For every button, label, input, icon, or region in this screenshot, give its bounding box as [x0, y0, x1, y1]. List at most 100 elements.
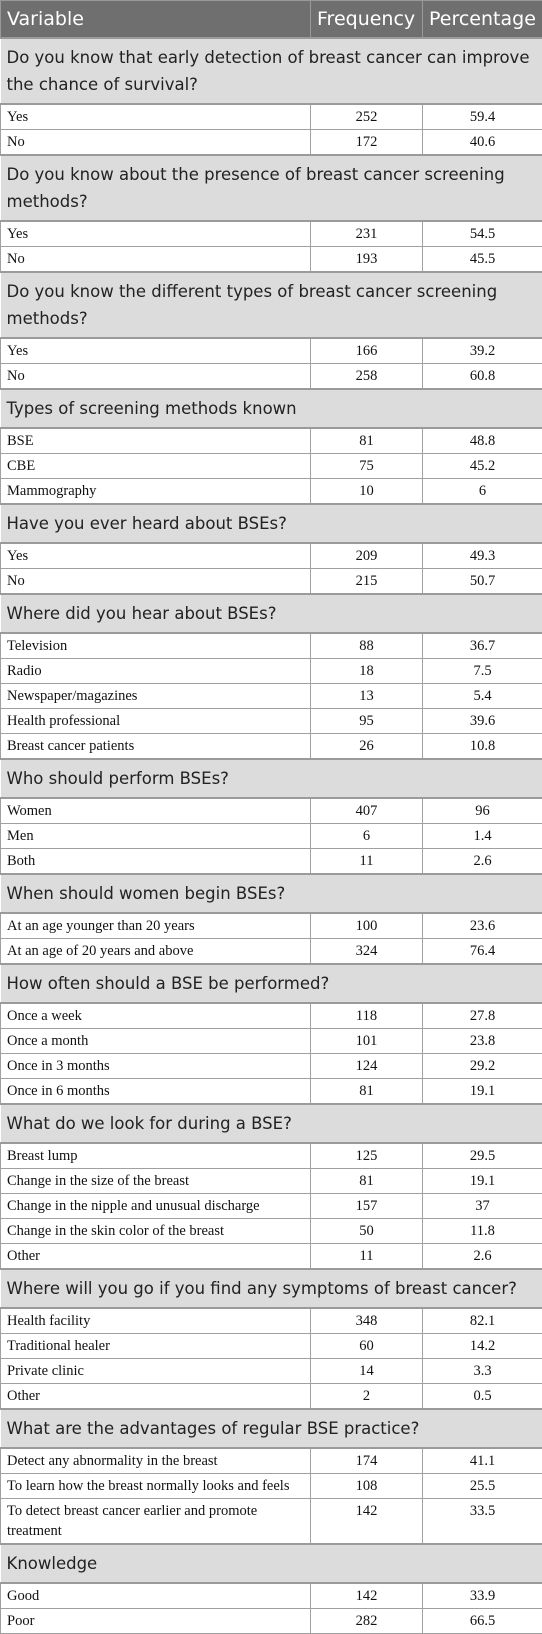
row-percentage: 19.1	[423, 1169, 542, 1194]
row-label: Detect any abnormality in the breast	[1, 1448, 311, 1474]
row-percentage: 82.1	[423, 1308, 542, 1334]
header-percentage: Percentage	[423, 1, 542, 39]
row-frequency: 125	[311, 1143, 423, 1169]
row-percentage: 96	[423, 798, 542, 824]
row-frequency: 172	[311, 130, 423, 156]
section-title: What are the advantages of regular BSE p…	[1, 1409, 542, 1448]
row-frequency: 282	[311, 1609, 423, 1634]
row-percentage: 39.2	[423, 338, 542, 364]
row-label: Newspaper/magazines	[1, 684, 311, 709]
table-row: To learn how the breast normally looks a…	[1, 1474, 542, 1499]
header-variable: Variable	[1, 1, 311, 39]
row-percentage: 36.7	[423, 633, 542, 659]
row-label: Both	[1, 849, 311, 875]
row-frequency: 75	[311, 454, 423, 479]
section-title: Where did you hear about BSEs?	[1, 594, 542, 633]
row-frequency: 2	[311, 1384, 423, 1410]
row-label: Other	[1, 1384, 311, 1410]
row-label: Once in 3 months	[1, 1054, 311, 1079]
row-frequency: 348	[311, 1308, 423, 1334]
row-percentage: 7.5	[423, 659, 542, 684]
row-percentage: 39.6	[423, 709, 542, 734]
section-header-row: Where will you go if you find any sympto…	[1, 1269, 542, 1308]
row-label: Once a week	[1, 1003, 311, 1029]
row-percentage: 27.8	[423, 1003, 542, 1029]
row-label: Traditional healer	[1, 1334, 311, 1359]
section-header-row: Do you know that early detection of brea…	[1, 38, 542, 104]
row-frequency: 81	[311, 1079, 423, 1105]
row-frequency: 95	[311, 709, 423, 734]
row-percentage: 40.6	[423, 130, 542, 156]
row-label: Women	[1, 798, 311, 824]
row-label: At an age younger than 20 years	[1, 913, 311, 939]
row-label: To detect breast cancer earlier and prom…	[1, 1499, 311, 1545]
row-percentage: 19.1	[423, 1079, 542, 1105]
row-frequency: 101	[311, 1029, 423, 1054]
section-title: How often should a BSE be performed?	[1, 964, 542, 1003]
row-percentage: 48.8	[423, 428, 542, 454]
row-frequency: 81	[311, 1169, 423, 1194]
row-percentage: 41.1	[423, 1448, 542, 1474]
header-row: Variable Frequency Percentage	[1, 1, 542, 39]
row-label: Change in the skin color of the breast	[1, 1219, 311, 1244]
section-title: Who should perform BSEs?	[1, 759, 542, 798]
row-label: Once in 6 months	[1, 1079, 311, 1105]
row-label: No	[1, 364, 311, 390]
row-frequency: 14	[311, 1359, 423, 1384]
row-percentage: 33.9	[423, 1583, 542, 1609]
row-frequency: 88	[311, 633, 423, 659]
section-header-row: Do you know about the presence of breast…	[1, 155, 542, 221]
row-frequency: 193	[311, 247, 423, 273]
section-title: What do we look for during a BSE?	[1, 1104, 542, 1143]
row-frequency: 174	[311, 1448, 423, 1474]
row-percentage: 33.5	[423, 1499, 542, 1545]
row-label: Television	[1, 633, 311, 659]
row-frequency: 26	[311, 734, 423, 760]
row-label: Change in the size of the breast	[1, 1169, 311, 1194]
row-percentage: 11.8	[423, 1219, 542, 1244]
row-label: Poor	[1, 1609, 311, 1634]
row-label: At an age of 20 years and above	[1, 939, 311, 965]
row-percentage: 59.4	[423, 104, 542, 130]
table-body: Do you know that early detection of brea…	[1, 38, 542, 1634]
section-title: Do you know the different types of breas…	[1, 272, 542, 338]
section-title: Do you know that early detection of brea…	[1, 38, 542, 104]
row-percentage: 45.2	[423, 454, 542, 479]
row-label: Yes	[1, 338, 311, 364]
row-percentage: 50.7	[423, 569, 542, 595]
row-frequency: 142	[311, 1499, 423, 1545]
row-percentage: 10.8	[423, 734, 542, 760]
row-label: Change in the nipple and unusual dischar…	[1, 1194, 311, 1219]
row-frequency: 100	[311, 913, 423, 939]
row-frequency: 81	[311, 428, 423, 454]
row-label: To learn how the breast normally looks a…	[1, 1474, 311, 1499]
section-header-row: Where did you hear about BSEs?	[1, 594, 542, 633]
section-header-row: Who should perform BSEs?	[1, 759, 542, 798]
row-percentage: 25.5	[423, 1474, 542, 1499]
row-percentage: 0.5	[423, 1384, 542, 1410]
row-percentage: 23.6	[423, 913, 542, 939]
row-frequency: 118	[311, 1003, 423, 1029]
row-label: No	[1, 569, 311, 595]
row-frequency: 13	[311, 684, 423, 709]
row-frequency: 124	[311, 1054, 423, 1079]
section-title: Have you ever heard about BSEs?	[1, 504, 542, 543]
row-frequency: 252	[311, 104, 423, 130]
